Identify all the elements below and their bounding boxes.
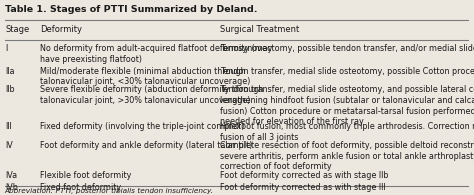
Text: Flexible foot deformity: Flexible foot deformity <box>40 171 131 180</box>
Text: Complete resection of foot deformity, possible deltoid reconstruction. For
sever: Complete resection of foot deformity, po… <box>220 141 474 171</box>
Text: IVa: IVa <box>5 171 18 180</box>
Text: Stage: Stage <box>5 25 29 34</box>
Text: Fixed foot deformity: Fixed foot deformity <box>40 183 121 191</box>
Text: No deformity from adult-acquired flatfoot deformity (may
have preexisting flatfo: No deformity from adult-acquired flatfoo… <box>40 44 273 64</box>
Text: Fixed deformity (involving the triple-joint complex): Fixed deformity (involving the triple-jo… <box>40 122 245 131</box>
Text: Surgical Treatment: Surgical Treatment <box>220 25 299 34</box>
Text: Foot deformity and ankle deformity (lateral talar tilt): Foot deformity and ankle deformity (late… <box>40 141 253 150</box>
Text: Mild/moderate flexible (minimal abduction through
talonavicular joint, <30% talo: Mild/moderate flexible (minimal abductio… <box>40 66 250 86</box>
Text: Tenosynovectomy, possible tendon transfer, and/or medial slide osteotomy: Tenosynovectomy, possible tendon transfe… <box>220 44 474 53</box>
Text: Hindfoot fusion, most commonly triple arthrodesis. Correction requires
fusion of: Hindfoot fusion, most commonly triple ar… <box>220 122 474 142</box>
Text: Foot deformity corrected as with stage III: Foot deformity corrected as with stage I… <box>220 183 385 191</box>
Text: Tendon transfer, medial slide osteotomy, and possible lateral column
lengthening: Tendon transfer, medial slide osteotomy,… <box>220 85 474 126</box>
Text: III: III <box>5 122 12 131</box>
Text: Table 1. Stages of PTTI Summarized by Deland.: Table 1. Stages of PTTI Summarized by De… <box>5 5 257 14</box>
Text: Abbreviation: PTTI, posterior tibialis tendon insufficiency.: Abbreviation: PTTI, posterior tibialis t… <box>5 188 214 194</box>
Text: IV: IV <box>5 141 13 150</box>
Text: IIa: IIa <box>5 66 15 75</box>
Text: Deformity: Deformity <box>40 25 82 34</box>
Text: Foot deformity corrected as with stage IIb: Foot deformity corrected as with stage I… <box>220 171 388 180</box>
Text: IVb: IVb <box>5 183 18 191</box>
Text: IIb: IIb <box>5 85 15 94</box>
Text: Severe flexible deformity (abduction deformity through
talonavicular joint, >30%: Severe flexible deformity (abduction def… <box>40 85 264 105</box>
Text: Tendon transfer, medial slide osteotomy, possible Cotton procedure: Tendon transfer, medial slide osteotomy,… <box>220 66 474 75</box>
Text: I: I <box>5 44 8 53</box>
